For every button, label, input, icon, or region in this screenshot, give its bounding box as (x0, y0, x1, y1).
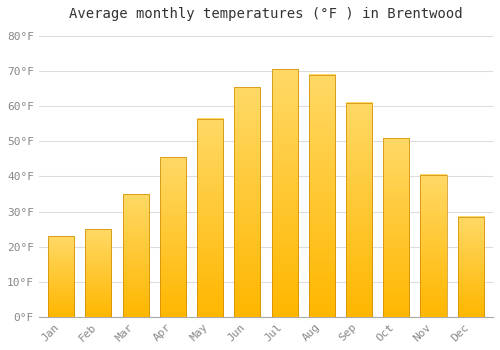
Bar (122, 194, 148, 317)
Title: Average monthly temperatures (°F ) in Brentwood: Average monthly temperatures (°F ) in Br… (69, 7, 462, 21)
Bar (272, 69, 297, 317)
Bar (346, 103, 372, 317)
Bar (383, 138, 409, 317)
Bar (48, 236, 74, 317)
Bar (308, 75, 335, 317)
Bar (86, 229, 112, 317)
Bar (234, 87, 260, 317)
Bar (458, 217, 483, 317)
Bar (420, 175, 446, 317)
Bar (197, 119, 223, 317)
Bar (160, 157, 186, 317)
